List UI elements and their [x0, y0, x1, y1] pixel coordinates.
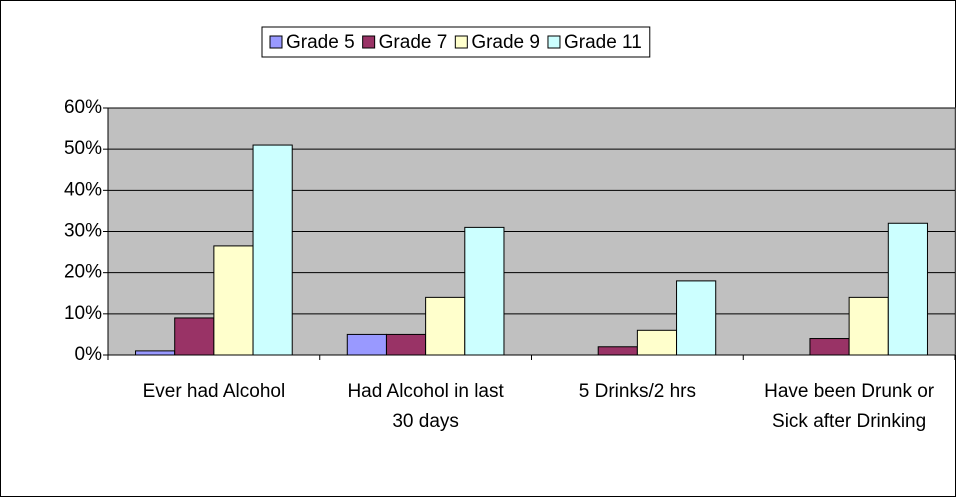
legend-label: Grade 7: [379, 32, 448, 53]
bar: [213, 245, 254, 356]
bar: [464, 226, 505, 356]
bar: [848, 296, 889, 356]
legend-label: Grade 9: [471, 32, 540, 53]
bar: [636, 329, 678, 356]
bar: [174, 317, 215, 356]
y-tick-label: 30%: [64, 221, 102, 242]
y-tick-label: 40%: [64, 179, 102, 200]
legend-label: Grade 5: [286, 32, 355, 53]
bar: [135, 350, 176, 356]
y-tick-label: 0%: [75, 344, 103, 365]
bar: [887, 222, 928, 356]
bar: [676, 280, 717, 356]
legend-swatch: [454, 35, 468, 49]
legend-swatch: [362, 35, 376, 49]
bar: [252, 144, 293, 356]
y-tick-label: 20%: [64, 262, 102, 283]
legend-swatch: [547, 35, 561, 49]
y-tick-label: 10%: [64, 303, 102, 324]
bar: [809, 338, 850, 356]
y-tick-label: 60%: [64, 97, 102, 118]
bar: [425, 296, 466, 356]
y-tick-label: 50%: [64, 138, 102, 159]
bar: [346, 333, 387, 356]
bar: [385, 333, 427, 356]
x-tick-label: Have been Drunk or Sick after Drinking: [764, 381, 935, 432]
x-tick-label: Had Alcohol in last 30 days: [347, 381, 504, 432]
x-tick-label: 5 Drinks/2 hrs: [578, 381, 696, 402]
bar: [597, 346, 638, 356]
x-tick-label: Ever had Alcohol: [142, 381, 286, 402]
legend-swatch: [269, 35, 283, 49]
legend-label: Grade 11: [564, 32, 642, 53]
